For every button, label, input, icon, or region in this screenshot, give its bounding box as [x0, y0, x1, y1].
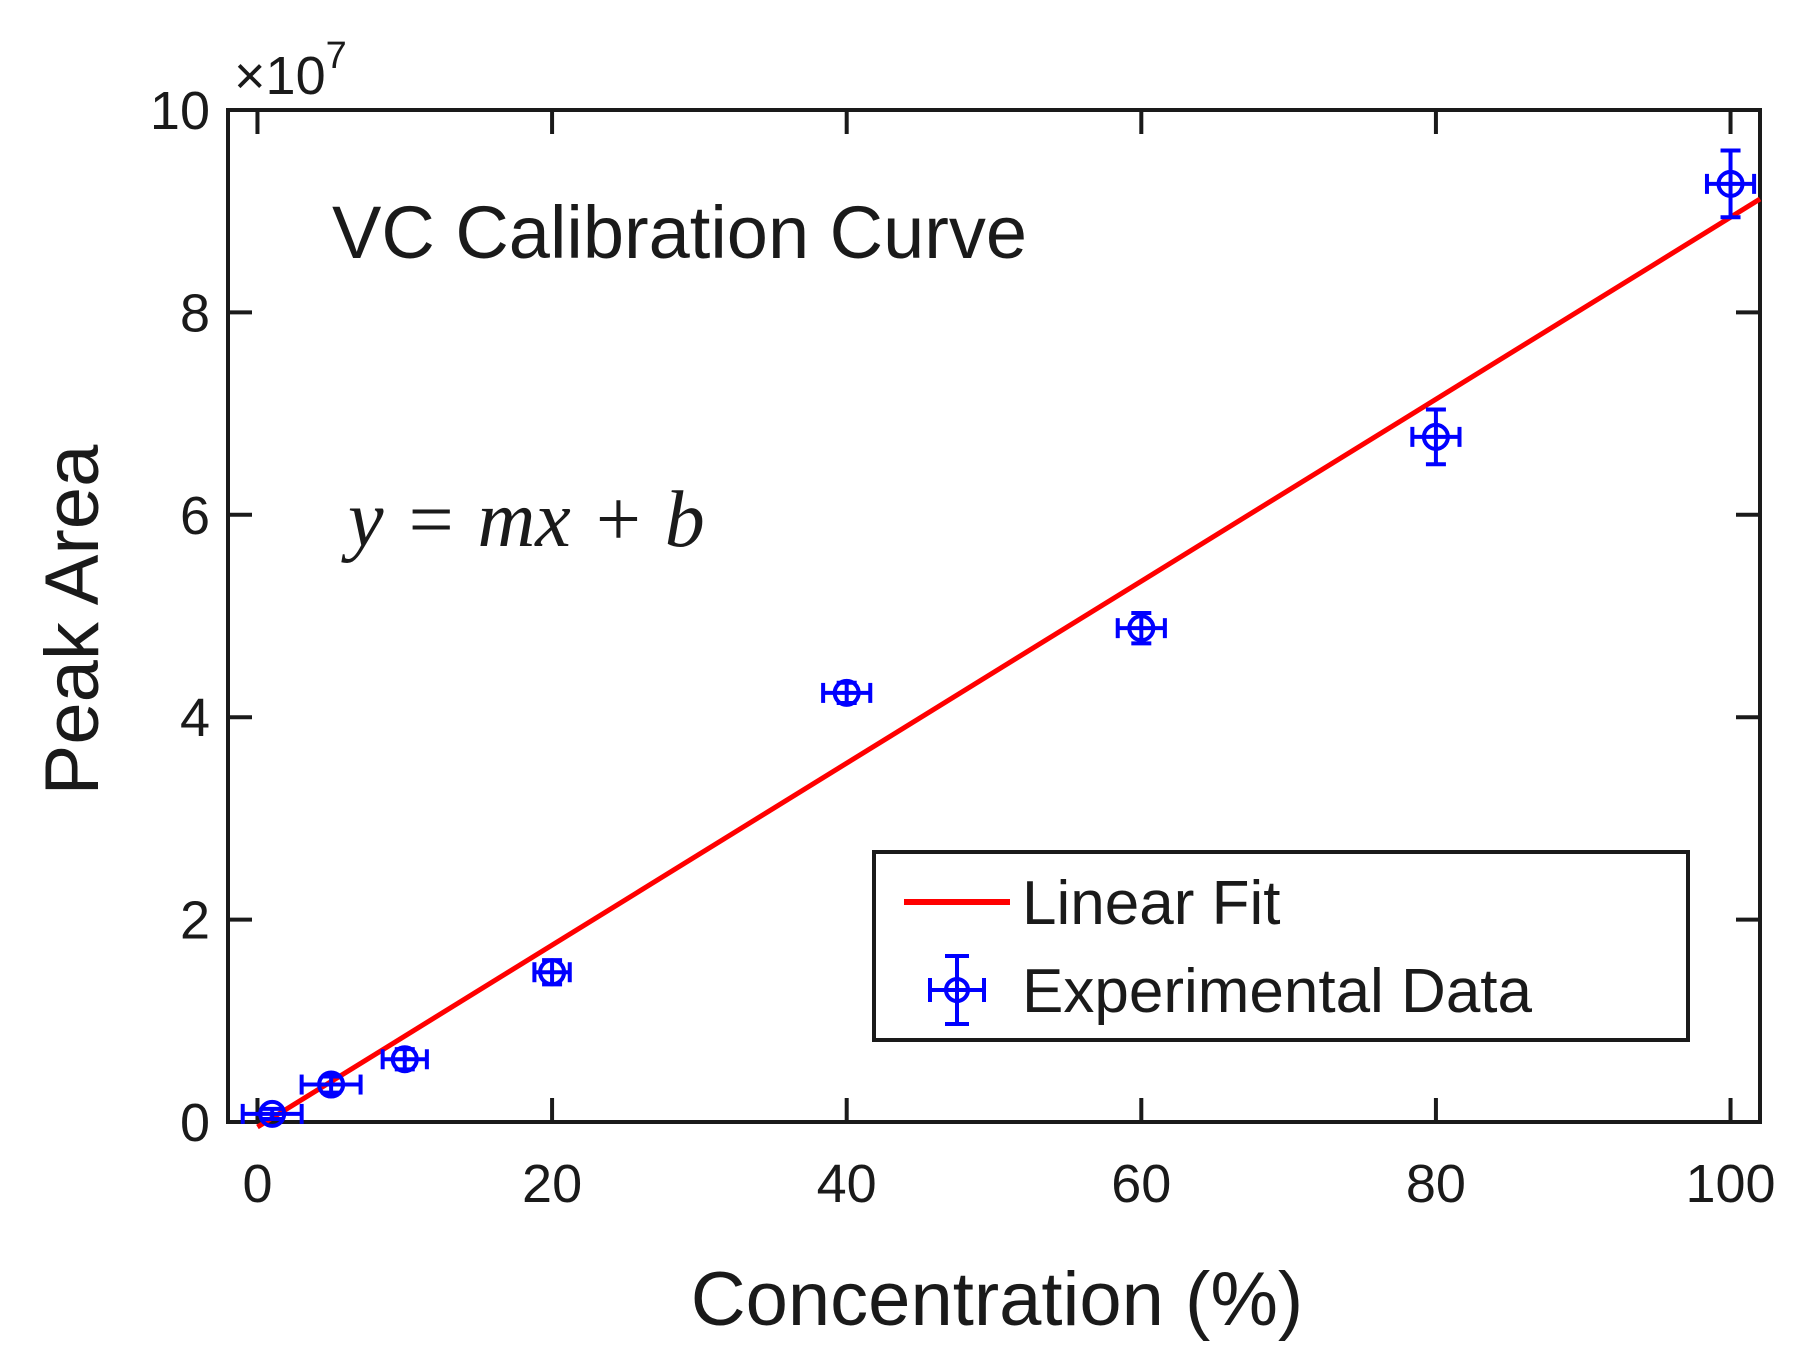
data-point: [380, 1045, 429, 1074]
x-axis-tick-labels: 0 20 40 60 80 100: [242, 1154, 1775, 1214]
data-point: [1410, 407, 1462, 467]
data-point: [299, 1070, 363, 1099]
data-marker: [1421, 422, 1450, 451]
data-marker: [317, 1070, 346, 1099]
y-tick-label: 10: [150, 81, 210, 141]
chart-annotation-title: VC Calibration Curve: [332, 191, 1027, 274]
data-point: [240, 1099, 304, 1128]
fit-equation-annotation: y = mx + b: [341, 476, 705, 564]
data-marker: [258, 1099, 287, 1128]
x-tick-label: 60: [1111, 1154, 1171, 1214]
y-tick-label: 6: [180, 486, 210, 546]
linear-fit-line: [256, 196, 1762, 1130]
experimental-data-series: [240, 148, 1757, 1128]
y-axis-scale-multiplier: ×107: [234, 35, 347, 106]
legend-experimental-data-swatch: [928, 954, 986, 1026]
y-axis-tick-labels: 0 2 4 6 8 10: [150, 81, 210, 1153]
y-tick-label: 4: [180, 688, 210, 748]
y-tick-label: 2: [180, 891, 210, 951]
data-point: [1115, 610, 1167, 646]
legend: Linear Fit Experimental Data: [872, 850, 1690, 1042]
y-tick-label: 8: [180, 283, 210, 343]
data-marker: [1127, 614, 1156, 643]
axes-box: [226, 108, 1762, 1124]
legend-experimental-data-label: Experimental Data: [1022, 957, 1533, 1026]
data-marker: [390, 1045, 419, 1074]
x-tick-label: 0: [242, 1154, 272, 1214]
x-axis-label: Concentration (%): [691, 1257, 1304, 1342]
x-tick-label: 100: [1685, 1154, 1775, 1214]
data-point: [821, 678, 873, 707]
x-axis-ticks: [255, 110, 1733, 1122]
x-tick-label: 40: [817, 1154, 877, 1214]
data-marker: [1716, 169, 1745, 198]
linear-fit-series: [256, 196, 1762, 1130]
y-axis-label: Peak Area: [30, 444, 115, 795]
data-marker: [832, 678, 861, 707]
plot-area: [226, 108, 1762, 1124]
data-point: [1704, 148, 1757, 220]
legend-box: [872, 850, 1690, 1042]
y-axis-ticks: [228, 108, 1760, 1124]
data-marker: [538, 958, 567, 987]
x-tick-label: 20: [522, 1154, 582, 1214]
legend-linear-fit-label: Linear Fit: [1022, 869, 1280, 938]
x-tick-label: 80: [1406, 1154, 1466, 1214]
y-tick-label: 0: [180, 1093, 210, 1153]
data-point: [532, 958, 572, 987]
